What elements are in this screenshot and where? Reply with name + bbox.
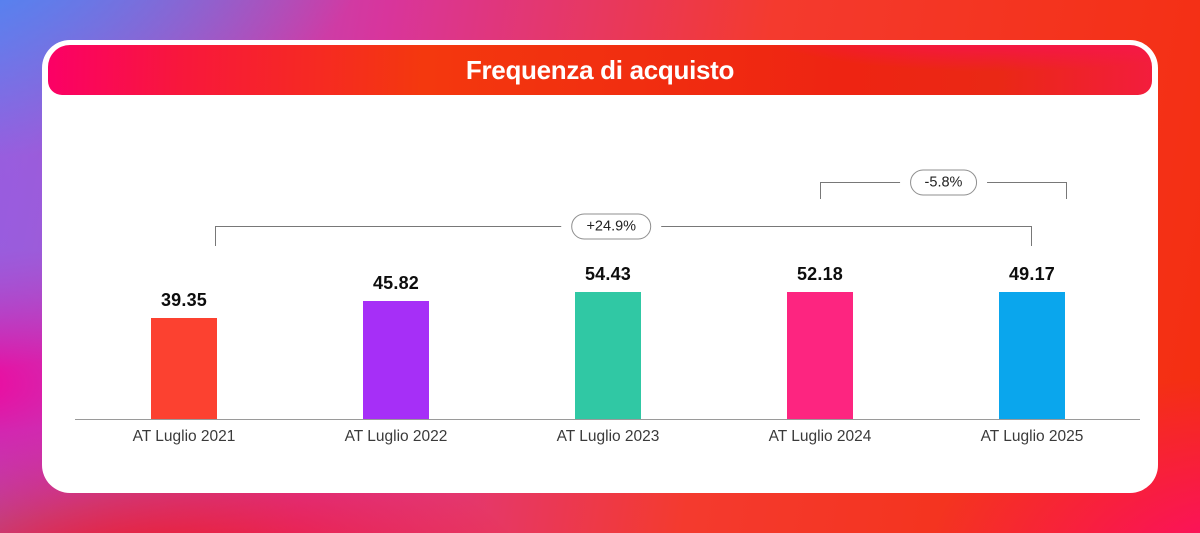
bar-value-label-2025: 49.17	[1008, 264, 1056, 285]
chart-card: Frequenza di acquisto +24.9% -5.8% 39.35…	[42, 40, 1158, 493]
x-axis-label-2022: AT Luglio 2022	[344, 428, 448, 445]
bar-group-2025: 49.17	[926, 264, 1138, 420]
bar-group-2023: 54.43	[502, 264, 714, 420]
bar-value-label-2021: 39.35	[160, 289, 208, 310]
comparison-badge-2024-2025: -5.8%	[909, 169, 978, 196]
bar-value-label-2024: 52.18	[796, 264, 844, 284]
bar-group-2022: 45.82	[290, 264, 502, 420]
comparison-bracket-2024-2025: -5.8%	[820, 169, 1067, 199]
bar-group-2021: 39.35	[78, 264, 290, 420]
bar-group-2024: 52.18	[714, 264, 926, 420]
x-axis-label-2025: AT Luglio 2025	[980, 428, 1084, 445]
bar-2025	[999, 292, 1065, 420]
chart-title: Frequenza di acquisto	[465, 54, 735, 85]
bar-2021	[151, 317, 217, 420]
x-axis-line	[75, 419, 1140, 420]
bar-2023	[575, 292, 641, 420]
comparison-bracket-2021-2025: +24.9%	[215, 213, 1032, 246]
plot-area: 39.35 45.82 54.43 52.18 49.17	[78, 264, 1138, 420]
x-axis-label-2021: AT Luglio 2021	[132, 428, 236, 445]
bar-2024	[787, 292, 853, 420]
comparison-badge-2021-2025: +24.9%	[571, 213, 652, 240]
chart-header: Frequenza di acquisto	[48, 45, 1152, 95]
bar-value-label-2023: 54.43	[584, 264, 632, 284]
x-axis-label-2024: AT Luglio 2024	[768, 428, 872, 445]
x-axis-label-2023: AT Luglio 2023	[556, 428, 660, 445]
bar-2022	[363, 300, 429, 420]
bar-value-label-2022: 45.82	[372, 272, 420, 293]
x-axis-labels: AT Luglio 2021 AT Luglio 2022 AT Luglio …	[78, 428, 1138, 446]
